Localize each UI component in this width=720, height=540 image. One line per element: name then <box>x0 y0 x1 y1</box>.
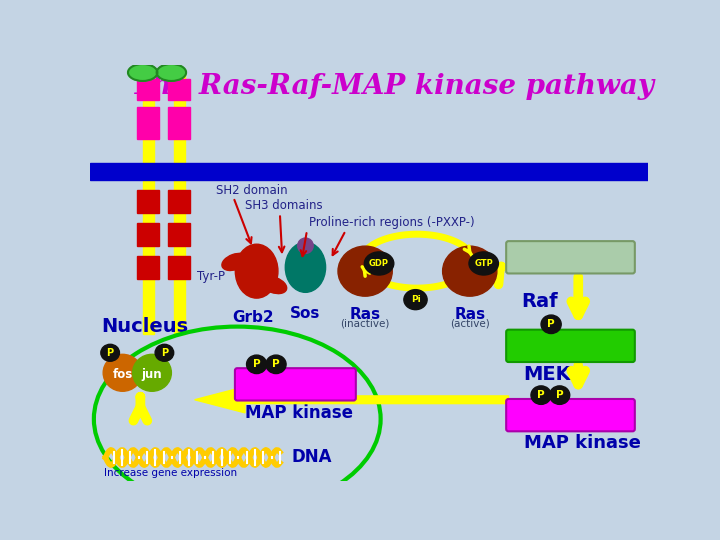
Bar <box>138 190 159 213</box>
Text: P: P <box>537 390 545 400</box>
Text: jun: jun <box>142 368 162 381</box>
FancyBboxPatch shape <box>506 399 635 431</box>
Text: (inactive): (inactive) <box>341 319 390 329</box>
FancyBboxPatch shape <box>506 330 635 362</box>
Text: Sos: Sos <box>290 306 320 321</box>
Ellipse shape <box>128 64 158 81</box>
Ellipse shape <box>261 276 287 294</box>
Bar <box>168 190 190 213</box>
Bar <box>168 222 190 246</box>
Bar <box>138 79 159 100</box>
Text: SH2 domain: SH2 domain <box>216 184 288 197</box>
Text: Ras: Ras <box>454 307 485 322</box>
FancyBboxPatch shape <box>506 241 635 273</box>
Text: P: P <box>253 359 261 369</box>
Text: Nucleus: Nucleus <box>102 317 189 336</box>
Text: Tyr-P: Tyr-P <box>197 270 225 283</box>
Text: Increase gene expression: Increase gene expression <box>104 468 237 478</box>
Polygon shape <box>194 387 508 413</box>
Ellipse shape <box>338 246 392 296</box>
Text: MAP kinase: MAP kinase <box>245 403 353 422</box>
Text: Ras: Ras <box>350 307 381 322</box>
Bar <box>168 256 190 279</box>
Ellipse shape <box>222 253 248 271</box>
Text: MAP kinase: MAP kinase <box>524 434 641 453</box>
Ellipse shape <box>266 355 286 374</box>
Ellipse shape <box>246 355 266 374</box>
Text: Raf: Raf <box>521 292 558 311</box>
Ellipse shape <box>297 238 313 253</box>
Ellipse shape <box>157 64 186 81</box>
Text: The Ras-Raf-MAP kinase pathway: The Ras-Raf-MAP kinase pathway <box>131 73 654 100</box>
Text: P: P <box>272 359 280 369</box>
Text: GTP: GTP <box>474 259 493 268</box>
Ellipse shape <box>443 246 497 296</box>
Ellipse shape <box>541 315 561 334</box>
Bar <box>138 107 159 139</box>
Text: P: P <box>547 319 555 329</box>
Ellipse shape <box>101 345 120 361</box>
FancyBboxPatch shape <box>235 368 356 401</box>
Ellipse shape <box>404 289 427 309</box>
Ellipse shape <box>469 252 498 275</box>
Ellipse shape <box>531 386 551 404</box>
Ellipse shape <box>364 252 394 275</box>
Bar <box>168 107 190 139</box>
Text: GDP: GDP <box>369 259 389 268</box>
Text: Grb2: Grb2 <box>232 309 274 325</box>
Ellipse shape <box>285 242 325 292</box>
Text: DNA: DNA <box>292 449 332 467</box>
Text: Pi: Pi <box>410 295 420 304</box>
Bar <box>90 164 648 180</box>
Bar <box>168 79 190 100</box>
Bar <box>143 72 153 334</box>
Text: P: P <box>107 348 114 358</box>
Ellipse shape <box>549 386 570 404</box>
Bar <box>138 256 159 279</box>
Text: fos: fos <box>112 368 132 381</box>
Ellipse shape <box>132 354 171 392</box>
Text: (active): (active) <box>450 319 490 329</box>
Text: SH3 domains: SH3 domains <box>245 199 323 212</box>
Bar <box>174 72 184 334</box>
Ellipse shape <box>155 345 174 361</box>
Text: P: P <box>161 348 168 358</box>
Ellipse shape <box>103 354 142 392</box>
Text: Proline-rich regions (-PXXP-): Proline-rich regions (-PXXP-) <box>309 216 474 229</box>
Text: P: P <box>556 390 564 400</box>
Ellipse shape <box>235 244 278 298</box>
Text: MEK: MEK <box>523 365 571 384</box>
Bar <box>138 222 159 246</box>
